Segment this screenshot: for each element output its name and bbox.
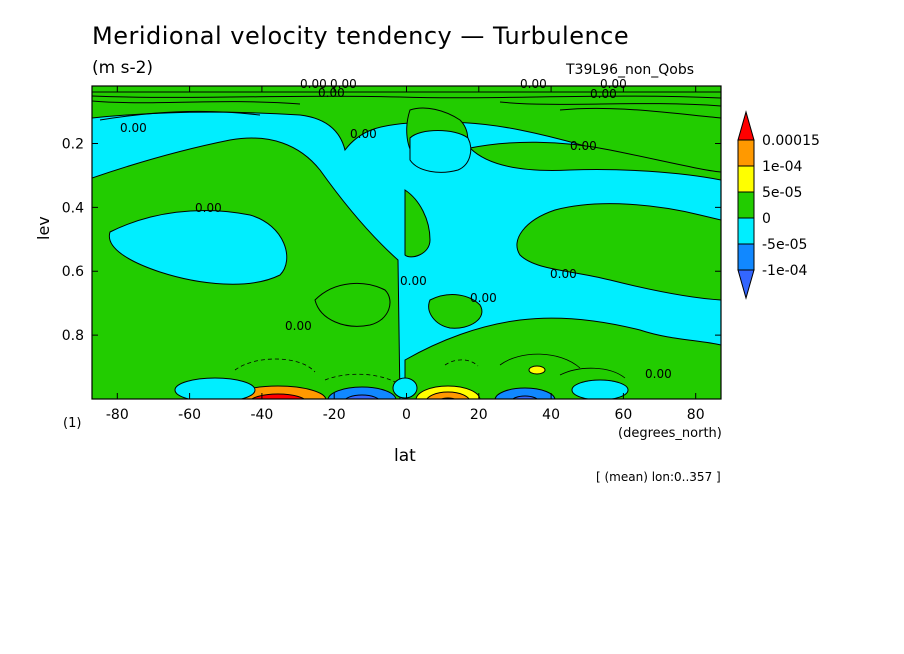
colorbar-label: -5e-05 (762, 237, 807, 253)
y-tick-label: 0.8 (62, 328, 84, 344)
contour-labels: 0.00 0.00 0.00 0.000.00 0.000.000.000.000.00… (120, 77, 672, 381)
x-tick-label: 80 (687, 407, 705, 423)
cyan-lower-mid (392, 377, 418, 399)
cyan-lower-left (174, 377, 256, 399)
positive-contour-lines (499, 353, 626, 379)
x-axis-units: (degrees_north) (618, 426, 722, 441)
x-tick-label: 0 (402, 407, 411, 423)
contour-value-label: 0.00 (195, 201, 222, 215)
contour-value-label: 0.00 (590, 87, 617, 101)
x-tick-label: -20 (323, 407, 346, 423)
contour-value-label: 0.00 (600, 77, 627, 91)
jet-negative-nh (494, 387, 556, 399)
units-label: (m s-2) (92, 58, 154, 78)
jet-positive-sh-core (251, 393, 305, 399)
colorbar: 0.00015 1e-04 5e-05 0 -5e-05 -1e-04 (737, 110, 820, 300)
green-region-left (92, 137, 401, 399)
x-axis-label: lat (394, 446, 416, 466)
cyan-hole-center (409, 130, 472, 173)
y-tick-label: 0.4 (62, 200, 84, 216)
jet-positive-nh-core (439, 397, 457, 399)
colorbar-segment (737, 139, 755, 167)
colorbar-segment (737, 165, 755, 193)
x-tick-label: 40 (542, 407, 560, 423)
contour-value-label: 0.00 (120, 121, 147, 135)
contour-value-label: 0.00 (645, 367, 672, 381)
figure-number: (1) (63, 416, 82, 431)
colorbar-label: 1e-04 (762, 159, 802, 175)
jet-negative-sh (327, 386, 397, 399)
jet-positive-nh-mid (426, 391, 470, 399)
contour-value-label: 0.00 (520, 77, 547, 91)
colorbar-label: 5e-05 (762, 185, 802, 201)
green-region-bottom-center (428, 294, 483, 329)
colorbar-label: -1e-04 (762, 263, 808, 279)
colorbar-bottom-arrow (737, 269, 755, 300)
x-axis: -80 -60 -40 -20 0 20 40 60 80 (106, 86, 705, 423)
jet-negative-sh-core (344, 394, 380, 399)
x-tick-label: 20 (470, 407, 488, 423)
contour-field (92, 86, 721, 399)
contour-value-label: 0.00 (330, 77, 357, 91)
contour-value-label: 0.00 (350, 127, 377, 141)
contour-value-label: 0.00 (570, 139, 597, 153)
colorbar-label: 0.00015 (762, 133, 820, 149)
averaging-note: [ (mean) lon:0..357 ] (596, 470, 721, 484)
colorbar-segment (737, 191, 755, 219)
contour-value-label: 0.00 (285, 319, 312, 333)
y-tick-label: 0.2 (62, 136, 84, 152)
jet-negative-nh-core (512, 395, 538, 399)
contour-value-label: 0.00 (400, 274, 427, 288)
colorbar-top-arrow (737, 110, 755, 141)
contour-value-label: 0.00 (318, 86, 345, 100)
small-positive-blob (528, 365, 546, 375)
x-tick-label: -40 (250, 407, 273, 423)
y-tick-label: 0.6 (62, 264, 84, 280)
x-tick-label: 60 (614, 407, 632, 423)
x-tick-label: -60 (178, 407, 201, 423)
y-axis: 0.2 0.4 0.6 0.8 (62, 136, 721, 344)
green-region-lower-left (314, 282, 391, 327)
run-label: T39L96_non_Qobs (566, 62, 695, 78)
contour-value-label: 0.00 (550, 267, 577, 281)
contour-value-label: 0.00 (300, 77, 327, 91)
x-tick-label: -80 (106, 407, 129, 423)
negative-contour-lines (234, 358, 479, 383)
colorbar-segment (737, 217, 755, 245)
cyan-lower-right (571, 379, 629, 399)
green-region-right (404, 141, 721, 399)
colorbar-label: 0 (762, 211, 771, 227)
chart-title: Meridional velocity tendency — Turbulenc… (92, 22, 630, 50)
colorbar-segment (737, 243, 755, 271)
contour-value-label: 0.00 (470, 291, 497, 305)
